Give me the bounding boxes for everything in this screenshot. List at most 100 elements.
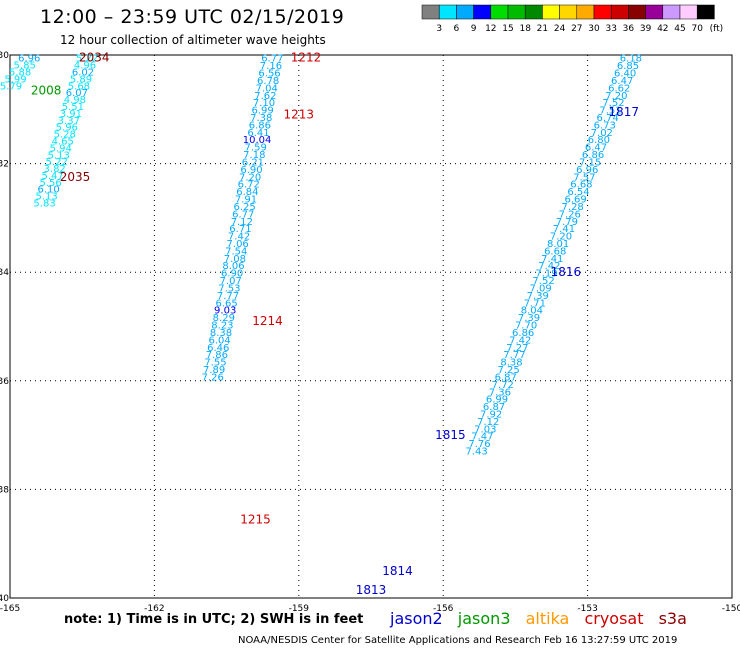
scale-label: 27 — [571, 24, 582, 34]
swh-value: 6.56 — [258, 69, 280, 80]
swh-value: 10.04 — [243, 135, 272, 146]
pass-time-label: 2008 — [31, 83, 62, 97]
swh-value: 7.72 — [492, 380, 514, 391]
swh-value: 6.90 — [240, 165, 262, 176]
swh-value: 7.19 — [535, 269, 557, 280]
swh-value: 6.40 — [614, 69, 636, 80]
pass-time-label: 2035 — [60, 170, 91, 184]
swh-value: 7.43 — [465, 447, 487, 458]
swh-value: 6.74 — [596, 113, 618, 124]
swh-value: 7.39 — [527, 291, 549, 302]
swh-value: 6.54 — [567, 187, 589, 198]
swh-value: 6.02 — [72, 68, 94, 79]
swh-value: 7.71 — [524, 298, 546, 309]
swh-value: 6.65 — [215, 298, 237, 309]
swh-value: 7.20 — [550, 232, 572, 243]
swh-value: 6.99 — [251, 106, 273, 117]
swh-value: 7.09 — [530, 283, 552, 294]
swh-value: 3.91 — [60, 109, 82, 120]
swh-value: 5.89 — [70, 74, 92, 85]
pass-time-label: 1215 — [240, 512, 271, 526]
pass-time-label: 1813 — [356, 583, 387, 597]
swh-value: 7.39 — [518, 313, 540, 324]
swh-value: 7.41 — [553, 224, 575, 235]
swh-value: 8.29 — [213, 313, 235, 324]
swh-value: 6.71 — [229, 224, 251, 235]
swh-value: 6.47 — [585, 143, 607, 154]
swh-value: 6.78 — [257, 76, 279, 87]
swh-value: 5.88 — [9, 68, 31, 79]
swh-value: 6.90 — [221, 269, 243, 280]
legend-jason2: jason2 — [390, 609, 443, 628]
pass-time-label: 1212 — [291, 51, 322, 65]
scale-label: 24 — [554, 24, 566, 34]
y-tick-label: -32 — [0, 160, 9, 170]
swh-value: 6.18 — [620, 54, 642, 65]
swh-value: 6.68 — [544, 246, 566, 257]
x-tick-label: -153 — [577, 604, 597, 614]
swh-value: 9.03 — [214, 306, 236, 317]
scale-label: 9 — [471, 24, 477, 34]
swh-value: 7.07 — [220, 276, 242, 287]
swh-value: 7.86 — [206, 350, 228, 361]
scale-label: 36 — [623, 24, 635, 34]
swh-value: 7.10 — [253, 98, 275, 109]
chart-title: 12:00 – 23:59 UTC 02/15/2019 — [40, 6, 345, 28]
swh-value: 8.06 — [222, 261, 244, 272]
swh-value: 7.59 — [245, 143, 267, 154]
swh-value: 5.99 — [4, 74, 26, 85]
pass-time-label: 1815 — [435, 428, 466, 442]
swh-value: 7.92 — [480, 409, 502, 420]
legend-altika: altika — [525, 609, 570, 628]
swh-value: 6.25 — [233, 202, 255, 213]
swh-value: 8.38 — [500, 358, 522, 369]
swh-value: 5.94 — [50, 143, 72, 154]
x-tick-label: -159 — [289, 604, 310, 614]
swh-value: 5.47 — [42, 171, 64, 182]
swh-value: 8.04 — [521, 306, 543, 317]
swh-value: 6.99 — [486, 395, 508, 406]
swh-value: 7.25 — [497, 365, 519, 376]
swh-value: 7.15 — [579, 157, 601, 168]
pass-time-label: 1816 — [551, 265, 582, 279]
swh-value: 5.85 — [14, 61, 36, 72]
legend-cryosat: cryosat — [584, 609, 644, 628]
x-tick-label: -162 — [144, 604, 164, 614]
swh-value: 5.79 — [0, 81, 22, 92]
y-tick-label: -36 — [0, 377, 9, 387]
swh-value: 6.41 — [247, 128, 269, 139]
swh-value: 6.46 — [207, 343, 229, 354]
color-scale: 3 6 9 12 15 18 21 24 27 30 33 36 39 42 45 70 (ft) — [421, 4, 723, 34]
scale-label: 70 — [691, 24, 703, 34]
swh-value: 6.84 — [236, 187, 258, 198]
swh-value: 6.80 — [588, 135, 610, 146]
swh-value: 6.47 — [611, 76, 633, 87]
swh-value: 6.77 — [261, 54, 283, 65]
swh-value: 3.82 — [44, 164, 66, 175]
swh-value: 8.38 — [210, 328, 232, 339]
x-tick-label: -150 — [722, 604, 740, 614]
scale-label: 15 — [502, 24, 513, 34]
swh-value: 6.85 — [617, 61, 639, 72]
scale-label: 21 — [537, 24, 548, 34]
swh-value: 7.20 — [239, 172, 261, 183]
swh-value: 7.53 — [218, 283, 240, 294]
swh-value: 6.69 — [564, 195, 586, 206]
pass-time-label: 1817 — [608, 105, 639, 119]
pass-time-label: 2034 — [79, 51, 110, 65]
swh-value: 5.28 — [54, 130, 76, 141]
swh-value: 5.22 — [76, 54, 98, 65]
swh-value: 7.76 — [468, 439, 490, 450]
swh-value: 5.13 — [35, 192, 57, 203]
swh-value: 7.52 — [602, 98, 624, 109]
swh-value: 7.26 — [559, 209, 581, 220]
scale-label: 3 — [436, 24, 442, 34]
swh-value: 7.08 — [224, 254, 246, 265]
swh-value: 6.04 — [209, 335, 231, 346]
pass-time-label: 1214 — [252, 314, 283, 328]
pass-time-label: 1213 — [284, 108, 315, 122]
swh-value: 7.38 — [250, 113, 272, 124]
swh-value: 7.54 — [225, 246, 247, 257]
scale-label: 30 — [588, 24, 600, 34]
